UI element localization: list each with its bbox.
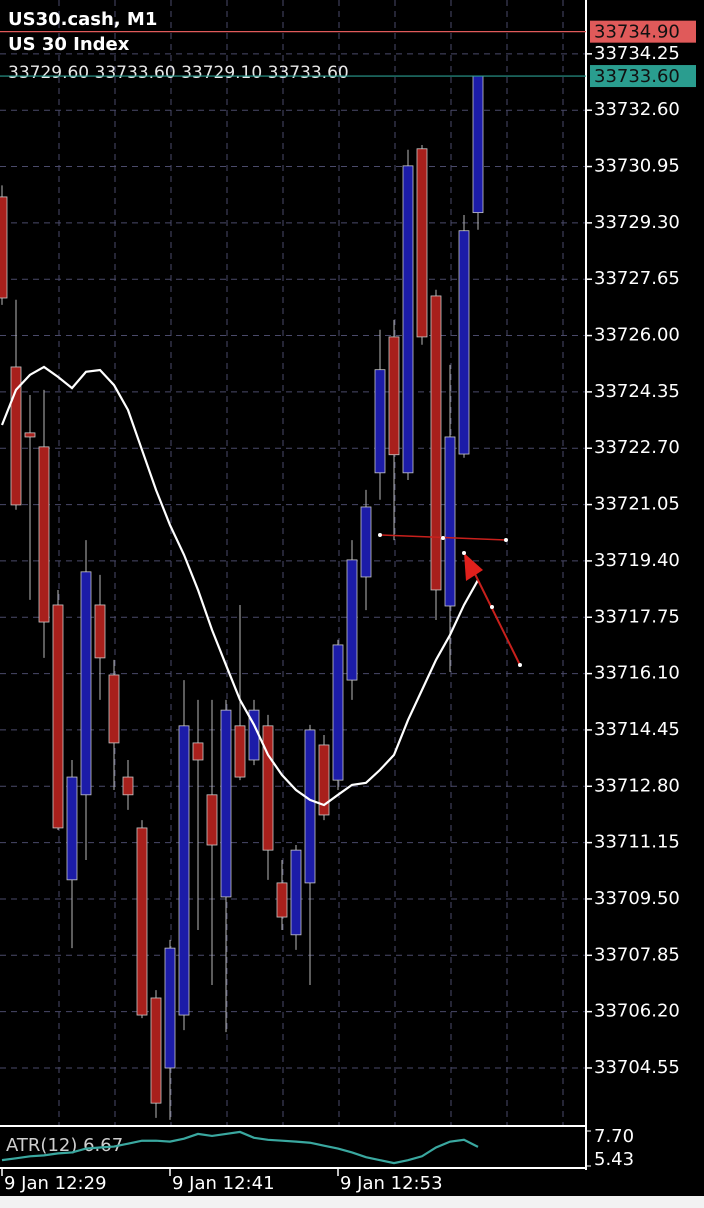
atr-value: 6.67: [83, 1135, 123, 1156]
bid-tag: [590, 65, 696, 88]
candle-body: [472, 75, 484, 214]
candle-body: [178, 725, 190, 1016]
y-tick-label: 33712.80: [594, 775, 680, 796]
bottom-strip: [0, 1196, 704, 1208]
y-tick-label: 33706.20: [594, 1001, 680, 1022]
candle-body: [52, 604, 64, 829]
ask-label: 33734.90: [594, 22, 680, 43]
y-tick-label: 33719.40: [594, 550, 680, 571]
atr-tick-label: 5.43: [594, 1149, 634, 1170]
description: US 30 Index: [8, 34, 130, 55]
candle-body: [276, 882, 288, 918]
ask-tag: [590, 20, 696, 43]
candle-body: [430, 295, 442, 591]
candle-body: [10, 366, 22, 506]
candle-body: [108, 674, 120, 744]
y-tick-label: 33722.70: [594, 437, 680, 458]
open: 33729.60: [8, 63, 89, 83]
y-tick-label: 33704.55: [594, 1057, 680, 1078]
candle-body: [332, 644, 344, 781]
anchor: [462, 551, 466, 555]
anchor: [518, 663, 522, 667]
anchor: [378, 533, 382, 537]
candle-body: [374, 369, 386, 474]
y-tick-label: 33724.35: [594, 381, 680, 402]
candle-body: [94, 604, 106, 659]
arrow-head: [464, 553, 483, 581]
candle-body: [262, 725, 274, 851]
candle-body: [24, 432, 36, 438]
candle-body: [136, 827, 148, 1016]
candle-body: [346, 559, 358, 681]
y-tick-label: 33730.95: [594, 156, 680, 177]
bid-label: 33733.60: [594, 66, 680, 87]
candle-body: [80, 571, 92, 796]
candle-body: [318, 744, 330, 816]
candle-body: [206, 794, 218, 846]
y-tick-label: 33716.10: [594, 663, 680, 684]
y-tick-label: 33707.85: [594, 944, 680, 965]
marks: [0, 75, 484, 1120]
candle-body: [388, 336, 400, 456]
atr-line: [1, 1130, 479, 1165]
y-tick-label: 33709.50: [594, 888, 680, 909]
candle-body: [192, 742, 204, 761]
y-tick-label: 33729.30: [594, 212, 680, 233]
anchor: [441, 536, 445, 540]
y-tick-label: 33732.60: [594, 99, 680, 120]
arrow-shaft: [473, 571, 521, 666]
candle-body: [164, 947, 176, 1069]
annotation: [378, 533, 522, 667]
moving-average: [0, 365, 479, 807]
close: 33733.60: [268, 63, 349, 83]
grid: [0, 0, 586, 1125]
candle-body: [444, 436, 456, 607]
x-tick-label: 9 Jan 12:41: [172, 1173, 275, 1194]
candle-body: [150, 997, 162, 1104]
candle-body: [220, 709, 232, 898]
candle-body: [66, 776, 78, 881]
y-tick-label: 33734.25: [594, 43, 680, 64]
high: 33733.60: [95, 63, 176, 83]
y-tick-label: 33711.15: [594, 832, 680, 853]
candle-body: [458, 230, 470, 455]
x-tick-label: 9 Jan 12:53: [340, 1173, 443, 1194]
atr-label: ATR(12) 6.67: [6, 1135, 123, 1156]
candle-body: [402, 165, 414, 474]
anchor: [504, 538, 508, 542]
candle-body: [122, 776, 134, 796]
candle-body: [290, 849, 302, 936]
ohlc: 33729.60 33733.60 33729.10 33733.60: [8, 63, 349, 83]
candle-body: [0, 196, 8, 299]
candle-body: [38, 446, 50, 623]
candle-body: [416, 148, 428, 338]
y-tick-label: 33726.00: [594, 325, 680, 346]
y-tick-label: 33721.05: [594, 494, 680, 515]
atr-tick-label: 7.70: [594, 1126, 634, 1147]
anchor: [490, 605, 494, 609]
low: 33729.10: [181, 63, 262, 83]
candle-body: [234, 725, 246, 778]
symbol: US30.cash, M1: [8, 9, 157, 30]
candle-body: [304, 729, 316, 884]
candle-body: [360, 506, 372, 578]
y-tick-label: 33714.45: [594, 719, 680, 740]
atr-name: ATR(12): [6, 1135, 77, 1156]
y-tick-label: 33717.75: [594, 606, 680, 627]
x-tick-label: 9 Jan 12:29: [4, 1173, 107, 1194]
y-tick-label: 33727.65: [594, 268, 680, 289]
